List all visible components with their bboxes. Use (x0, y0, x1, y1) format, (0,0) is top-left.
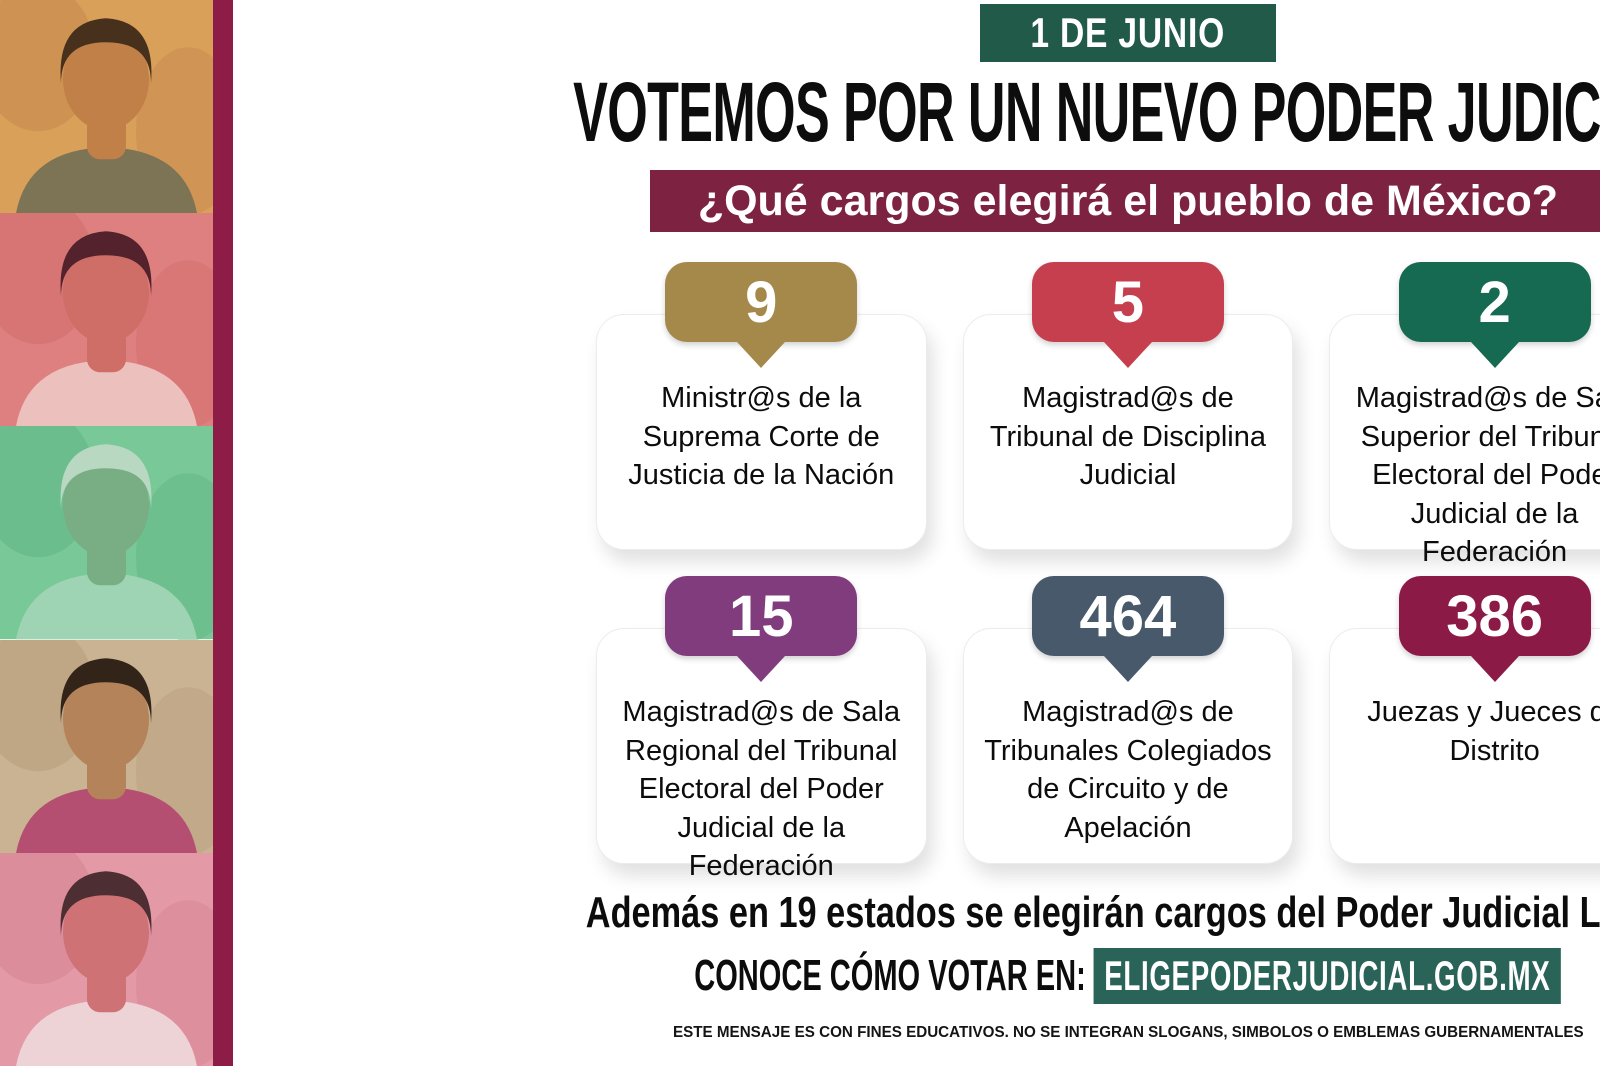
count-badge: 9 (665, 262, 858, 369)
cta-row: CONOCE CÓMO VOTAR EN: ELIGEPODERJUDICIAL… (694, 948, 1562, 1005)
count-value: 9 (745, 269, 778, 335)
disclaimer-text: ESTE MENSAJE ES CON FINES EDUCATIVOS. NO… (672, 1024, 1584, 1042)
card-label: Magistrad@s de Tribunal de Disciplina Ju… (989, 382, 1267, 492)
cards-grid: 9 Ministr@s de la Suprema Corte de Justi… (595, 262, 1600, 882)
card-label: Magistrad@s de Tribunales Colegiados de … (984, 696, 1272, 844)
card-label: Juezas y Jueces de Distrito (1367, 696, 1600, 767)
question-banner: ¿Qué cargos elegirá el pueblo de México? (649, 170, 1600, 233)
card-label: Magistrad@s de Sala Superior del Tribuna… (1355, 382, 1600, 569)
card-tribunales-colegiados: 464 Magistrad@s de Tribunales Colegiados… (962, 576, 1294, 865)
card-body: Juezas y Jueces de Distrito (1329, 628, 1600, 865)
date-badge: 1 DE JUNIO (980, 4, 1276, 62)
portrait-photo (0, 213, 213, 427)
card-label: Magistrad@s de Sala Regional del Tribuna… (622, 696, 901, 883)
count-value: 386 (1446, 583, 1543, 649)
portrait-photo (0, 639, 213, 853)
count-badge: 2 (1398, 262, 1591, 369)
count-value: 464 (1079, 583, 1177, 649)
card-sala-regional: 15 Magistrad@s de Sala Regional del Trib… (595, 576, 927, 882)
count-value: 2 (1478, 269, 1511, 335)
count-badge: 386 (1398, 576, 1591, 683)
count-badge: 464 (1031, 576, 1224, 683)
date-badge-label: 1 DE JUNIO (1030, 9, 1226, 56)
card-label: Ministr@s de la Suprema Corte de Justici… (628, 382, 895, 492)
count-badge: 5 (1031, 262, 1224, 369)
portrait-photo (0, 852, 213, 1066)
card-sala-superior: 2 Magistrad@s de Sala Superior del Tribu… (1329, 262, 1600, 568)
card-tribunal-disciplina: 5 Magistrad@s de Tribunal de Disciplina … (962, 262, 1294, 551)
page-title: VOTEMOS POR UN NUEVO PODER JUDICIAL (573, 65, 1600, 159)
card-juezas-distrito: 386 Juezas y Jueces de Distrito (1329, 576, 1600, 865)
question-banner-label: ¿Qué cargos elegirá el pueblo de México? (697, 176, 1559, 225)
card-body: Magistrad@s de Sala Superior del Tribuna… (1329, 314, 1600, 568)
left-maroon-band (213, 0, 233, 1066)
left-photo-strip (0, 0, 213, 1066)
cta-url-link[interactable]: ELIGEPODERJUDICIAL.GOB.MX (1093, 948, 1562, 1005)
poster-content: 1 DE JUNIO VOTEMOS POR UN NUEVO PODER JU… (233, 0, 1600, 1066)
portrait-photo (0, 426, 213, 640)
states-note: Además en 19 estados se elegirán cargos … (586, 888, 1600, 938)
count-badge: 15 (665, 576, 858, 683)
card-ministros-scjn: 9 Ministr@s de la Suprema Corte de Justi… (595, 262, 927, 551)
portrait-photo (0, 0, 213, 214)
count-value: 15 (729, 583, 794, 649)
card-body: Magistrad@s de Sala Regional del Tribuna… (595, 628, 927, 882)
cta-label: CONOCE CÓMO VOTAR EN: (694, 951, 1087, 1001)
count-value: 5 (1111, 269, 1145, 335)
